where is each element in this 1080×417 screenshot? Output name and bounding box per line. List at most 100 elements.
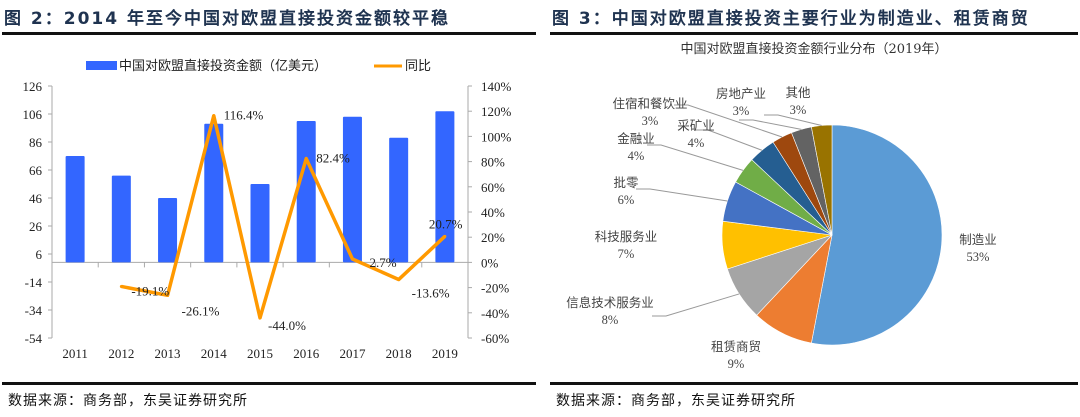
figure-2-panel: 图 2：2014 年至今中国对欧盟直接投资金额较平稳 中国对欧盟直接投资金额（亿… bbox=[0, 0, 538, 417]
yoy-point-2018 bbox=[397, 278, 401, 282]
source-rule bbox=[550, 382, 1078, 385]
pie-slice-0 bbox=[811, 124, 943, 346]
yoy-data-label: 20.7% bbox=[429, 216, 463, 231]
pie-leader-line bbox=[674, 104, 783, 138]
pie-slice-label: 制造业 bbox=[959, 233, 997, 247]
pie-leader-line bbox=[652, 293, 740, 317]
yoy-data-label: -26.1% bbox=[182, 303, 220, 318]
pie-slice-percent: 53% bbox=[967, 250, 990, 264]
bar-2016 bbox=[296, 121, 316, 263]
yoy-data-label: 2.7% bbox=[369, 255, 396, 270]
pie-leader-line bbox=[764, 114, 822, 126]
right-y-tick-label: 60% bbox=[481, 180, 505, 195]
pie-slice-percent: 3% bbox=[790, 103, 807, 117]
x-tick-label: 2018 bbox=[386, 346, 412, 361]
bar-2015 bbox=[250, 184, 270, 263]
bar-2013 bbox=[158, 198, 178, 263]
pie-slice-percent: 9% bbox=[728, 357, 745, 371]
yoy-point-2017 bbox=[350, 257, 354, 261]
pie-leader-line bbox=[636, 188, 728, 202]
x-tick-label: 2017 bbox=[339, 346, 366, 361]
bar-2012 bbox=[111, 175, 131, 263]
right-y-tick-label: 40% bbox=[481, 205, 505, 220]
source-rule bbox=[2, 382, 536, 385]
pie-leader-line bbox=[647, 144, 744, 171]
title-rule bbox=[2, 32, 536, 35]
yoy-point-2013 bbox=[166, 293, 170, 297]
yoy-point-2014 bbox=[212, 114, 216, 118]
left-y-tick-label: 86 bbox=[29, 135, 43, 150]
left-y-tick-label: 46 bbox=[29, 191, 43, 206]
yoy-point-2019 bbox=[443, 234, 447, 238]
title-rule bbox=[550, 32, 1078, 35]
right-y-tick-label: 120% bbox=[481, 104, 512, 119]
bar-2014 bbox=[204, 123, 224, 263]
bar-line-chart: 中国对欧盟直接投资金额（亿美元） 同比 126 106 86 66 46 26 6 -14 -34 -… bbox=[23, 58, 512, 361]
pie-leader-line bbox=[739, 119, 802, 130]
pie-slice-percent: 8% bbox=[602, 313, 619, 327]
x-tick-label: 2012 bbox=[108, 346, 134, 361]
x-tick-label: 2013 bbox=[155, 346, 181, 361]
right-y-tick-label: 80% bbox=[481, 155, 505, 170]
x-tick-label: 2011 bbox=[62, 346, 88, 361]
left-y-tick-label: -34 bbox=[25, 303, 43, 318]
yoy-line bbox=[121, 113, 447, 320]
legend-line-label: 同比 bbox=[405, 58, 431, 73]
left-y-tick-label: 126 bbox=[23, 79, 43, 94]
x-tick-label: 2014 bbox=[201, 346, 228, 361]
pie-slice-label: 其他 bbox=[785, 86, 811, 100]
figure-3-panel: 图 3：中国对欧盟直接投资主要行业为制造业、租赁商贸 中国对欧盟直接投资金额行业… bbox=[548, 0, 1080, 417]
yoy-data-label: -13.6% bbox=[412, 286, 450, 301]
yoy-point-2015 bbox=[258, 316, 262, 320]
pie-chart-title: 中国对欧盟直接投资金额行业分布（2019年） bbox=[680, 42, 948, 57]
pie-leader-line bbox=[694, 129, 763, 151]
left-y-tick-label: 66 bbox=[29, 163, 43, 178]
pie-slice-label: 信息技术服务业 bbox=[566, 295, 654, 310]
bar-2018 bbox=[389, 137, 409, 263]
bar-2017 bbox=[342, 116, 362, 263]
right-y-tick-label: 100% bbox=[481, 129, 512, 144]
yoy-data-label: 116.4% bbox=[224, 108, 264, 123]
pie-slice-label: 采矿业 bbox=[677, 119, 715, 133]
left-y-tick-label: 26 bbox=[29, 219, 43, 234]
right-y-tick-label: -60% bbox=[481, 331, 509, 346]
yoy-point-2016 bbox=[304, 157, 308, 161]
pie-slice-label: 科技服务业 bbox=[595, 229, 658, 244]
x-tick-label: 2015 bbox=[247, 346, 273, 361]
left-y-tick-label: 106 bbox=[23, 107, 43, 122]
right-y-tick-label: -40% bbox=[481, 306, 509, 321]
pie-slice-label: 金融业 bbox=[617, 131, 655, 146]
bar-2011 bbox=[65, 156, 85, 263]
pie-slice-label: 批零 bbox=[613, 175, 639, 190]
pie-slice-label: 住宿和餐饮业 bbox=[612, 96, 687, 111]
yoy-point-2012 bbox=[119, 284, 123, 288]
yoy-data-label: -44.0% bbox=[268, 318, 306, 333]
pie-slice-percent: 3% bbox=[733, 104, 750, 118]
left-y-tick-label: -54 bbox=[25, 331, 43, 346]
bar-2019 bbox=[435, 111, 455, 263]
pie-slice-label: 房地产业 bbox=[716, 86, 766, 101]
pie-slice-percent: 4% bbox=[628, 149, 645, 163]
pie-slice-percent: 7% bbox=[618, 247, 635, 261]
left-y-tick-label: -14 bbox=[25, 275, 43, 290]
figure-3-title: 图 3：中国对欧盟直接投资主要行业为制造业、租赁商贸 bbox=[552, 9, 1030, 29]
figure-2-title: 图 2：2014 年至今中国对欧盟直接投资金额较平稳 bbox=[4, 9, 450, 29]
yoy-data-label: 82.4% bbox=[316, 151, 350, 166]
x-tick-label: 2019 bbox=[432, 346, 458, 361]
x-tick-label: 2016 bbox=[293, 346, 320, 361]
figure-3-source: 数据来源：商务部，东吴证券研究所 bbox=[556, 393, 796, 409]
yoy-data-label: -19.1% bbox=[131, 283, 169, 298]
pie-slice-percent: 4% bbox=[688, 136, 705, 150]
legend-bar-label: 中国对欧盟直接投资金额（亿美元） bbox=[119, 58, 327, 73]
right-y-tick-label: -20% bbox=[481, 281, 509, 296]
right-y-tick-label: 140% bbox=[481, 79, 512, 94]
left-y-tick-label: 6 bbox=[36, 247, 43, 262]
pie-slice-percent: 3% bbox=[642, 114, 659, 128]
pie-slice-percent: 6% bbox=[618, 193, 635, 207]
legend-bar-swatch bbox=[86, 61, 117, 70]
right-y-tick-label: 0% bbox=[481, 255, 499, 270]
pie-chart: 制造业 53% 租赁商贸 9% 信息技术服务业 8% 科技服务业 7% 批零 6% 金融业 4% 采矿业… bbox=[566, 86, 997, 371]
right-y-tick-label: 20% bbox=[481, 230, 505, 245]
pie-slice-label: 租赁商贸 bbox=[711, 339, 761, 354]
figure-2-source: 数据来源：商务部，东吴证券研究所 bbox=[8, 393, 248, 409]
